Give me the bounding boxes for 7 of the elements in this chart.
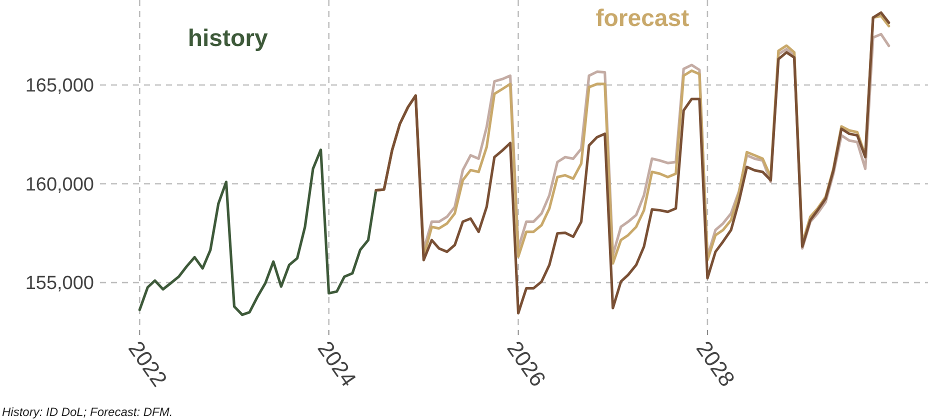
y-tick-label: 165,000 xyxy=(25,76,94,97)
text: history xyxy=(188,25,268,52)
y-tick-label: 155,000 xyxy=(25,273,94,294)
y-tick-label: 160,000 xyxy=(25,174,94,196)
series-label: forecast xyxy=(596,5,690,32)
line-series xyxy=(138,148,378,316)
text: History: ID DoL; Forecast: DFM. xyxy=(2,405,173,419)
